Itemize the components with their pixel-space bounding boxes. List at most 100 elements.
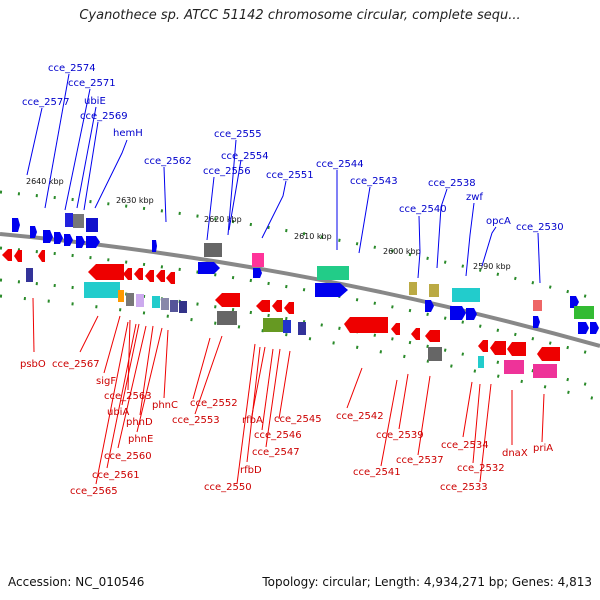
gene-label[interactable]: cce_2552	[190, 398, 238, 409]
gene-box[interactable]	[126, 293, 134, 306]
gene-label[interactable]: cce_2555	[214, 129, 262, 140]
gene-label[interactable]: cce_2565	[70, 486, 118, 497]
gene-box[interactable]	[161, 298, 169, 310]
gene-label[interactable]: cce_2561	[92, 470, 140, 481]
gene-box[interactable]	[533, 300, 542, 311]
gene-label[interactable]: cce_2554	[221, 151, 269, 162]
gene-label[interactable]: phnE	[128, 434, 153, 445]
gene-label[interactable]: cce_2574	[48, 63, 96, 74]
gene-label[interactable]: cce_2533	[440, 482, 488, 493]
gene-box[interactable]	[574, 306, 594, 319]
gene-arrow[interactable]	[145, 270, 154, 282]
gene-arrow[interactable]	[537, 347, 560, 361]
gene-label[interactable]: cce_2577	[22, 97, 70, 108]
gene-arrow[interactable]	[533, 316, 540, 328]
gene-arrow[interactable]	[425, 300, 434, 312]
gene-label[interactable]: cce_2544	[316, 159, 364, 170]
gene-box[interactable]	[84, 282, 120, 298]
gene-label[interactable]: ubiA	[107, 407, 129, 418]
gene-box[interactable]	[73, 214, 84, 228]
gene-arrow[interactable]	[490, 341, 506, 355]
gene-arrow[interactable]	[156, 270, 165, 282]
gene-box[interactable]	[263, 318, 283, 332]
gene-arrow[interactable]	[253, 268, 262, 278]
gene-arrow[interactable]	[14, 250, 22, 262]
gene-label[interactable]: cce_2571	[68, 78, 116, 89]
gene-box[interactable]	[452, 288, 480, 302]
gene-arrow[interactable]	[30, 226, 37, 238]
gene-box[interactable]	[204, 243, 222, 257]
gene-arrow[interactable]	[450, 306, 466, 320]
gene-box[interactable]	[152, 296, 160, 308]
gene-label[interactable]: sigF	[96, 376, 116, 387]
gene-label[interactable]: cce_2553	[172, 415, 220, 426]
gene-arrow[interactable]	[166, 272, 175, 284]
gene-label[interactable]: cce_2567	[52, 359, 100, 370]
gene-box[interactable]	[252, 253, 264, 267]
gene-arrow[interactable]	[466, 308, 477, 320]
gene-arrow[interactable]	[43, 230, 53, 243]
gene-arrow[interactable]	[76, 236, 85, 248]
gene-arrow[interactable]	[38, 250, 45, 262]
gene-label[interactable]: zwf	[466, 192, 483, 203]
gene-arrow[interactable]	[198, 262, 220, 274]
gene-box[interactable]	[179, 301, 187, 313]
gene-label[interactable]: psbO	[20, 359, 46, 370]
gene-arrow[interactable]	[411, 328, 420, 340]
gene-arrow[interactable]	[570, 296, 579, 308]
gene-arrow[interactable]	[507, 342, 526, 356]
gene-label[interactable]: cce_2543	[350, 176, 398, 187]
gene-label[interactable]: cce_2539	[376, 430, 424, 441]
gene-label[interactable]: cce_2569	[80, 111, 128, 122]
gene-box[interactable]	[429, 284, 439, 297]
gene-arrow[interactable]	[284, 302, 294, 314]
gene-arrow[interactable]	[272, 300, 282, 312]
gene-label[interactable]: cce_2562	[144, 156, 192, 167]
gene-label[interactable]: cce_2530	[516, 222, 564, 233]
gene-box[interactable]	[217, 311, 237, 325]
gene-label[interactable]: cce_2532	[457, 463, 505, 474]
gene-arrow[interactable]	[315, 283, 348, 297]
gene-label[interactable]: hemH	[113, 128, 143, 139]
gene-box[interactable]	[504, 360, 524, 374]
gene-box[interactable]	[283, 320, 291, 333]
gene-arrow[interactable]	[578, 322, 589, 334]
gene-label[interactable]: cce_2541	[353, 467, 401, 478]
gene-arrow[interactable]	[2, 249, 12, 261]
gene-arrow[interactable]	[256, 300, 270, 312]
gene-arrow[interactable]	[344, 317, 388, 333]
gene-arrow[interactable]	[123, 268, 132, 280]
gene-label[interactable]: phnD	[126, 417, 153, 428]
gene-label[interactable]: cce_2547	[252, 447, 300, 458]
gene-arrow[interactable]	[215, 293, 240, 307]
gene-arrow[interactable]	[88, 264, 124, 280]
gene-box[interactable]	[428, 347, 442, 361]
gene-arrow[interactable]	[425, 330, 440, 342]
gene-box[interactable]	[26, 268, 33, 282]
gene-label[interactable]: cce_2563	[104, 391, 152, 402]
gene-arrow[interactable]	[54, 232, 63, 244]
gene-label[interactable]: rfbA	[242, 415, 263, 426]
gene-arrow[interactable]	[86, 236, 100, 248]
gene-label[interactable]: phnC	[152, 400, 178, 411]
gene-box[interactable]	[170, 300, 178, 312]
gene-box[interactable]	[478, 356, 484, 368]
gene-label[interactable]: rfbD	[240, 465, 262, 476]
gene-label[interactable]: dnaX	[502, 448, 528, 459]
gene-box[interactable]	[317, 266, 349, 280]
gene-label[interactable]: cce_2545	[274, 414, 322, 425]
gene-label[interactable]: cce_2534	[441, 440, 489, 451]
gene-arrow[interactable]	[152, 240, 157, 252]
gene-box[interactable]	[136, 294, 144, 307]
gene-label[interactable]: cce_2546	[254, 430, 302, 441]
gene-label[interactable]: priA	[533, 443, 553, 454]
gene-arrow[interactable]	[478, 340, 488, 352]
gene-arrow[interactable]	[391, 323, 400, 335]
gene-label[interactable]: cce_2550	[204, 482, 252, 493]
gene-label[interactable]: cce_2542	[336, 411, 384, 422]
gene-label[interactable]: cce_2538	[428, 178, 476, 189]
gene-arrow[interactable]	[64, 234, 73, 246]
gene-label[interactable]: cce_2537	[396, 455, 444, 466]
gene-arrow[interactable]	[12, 218, 20, 232]
gene-box[interactable]	[65, 213, 73, 227]
